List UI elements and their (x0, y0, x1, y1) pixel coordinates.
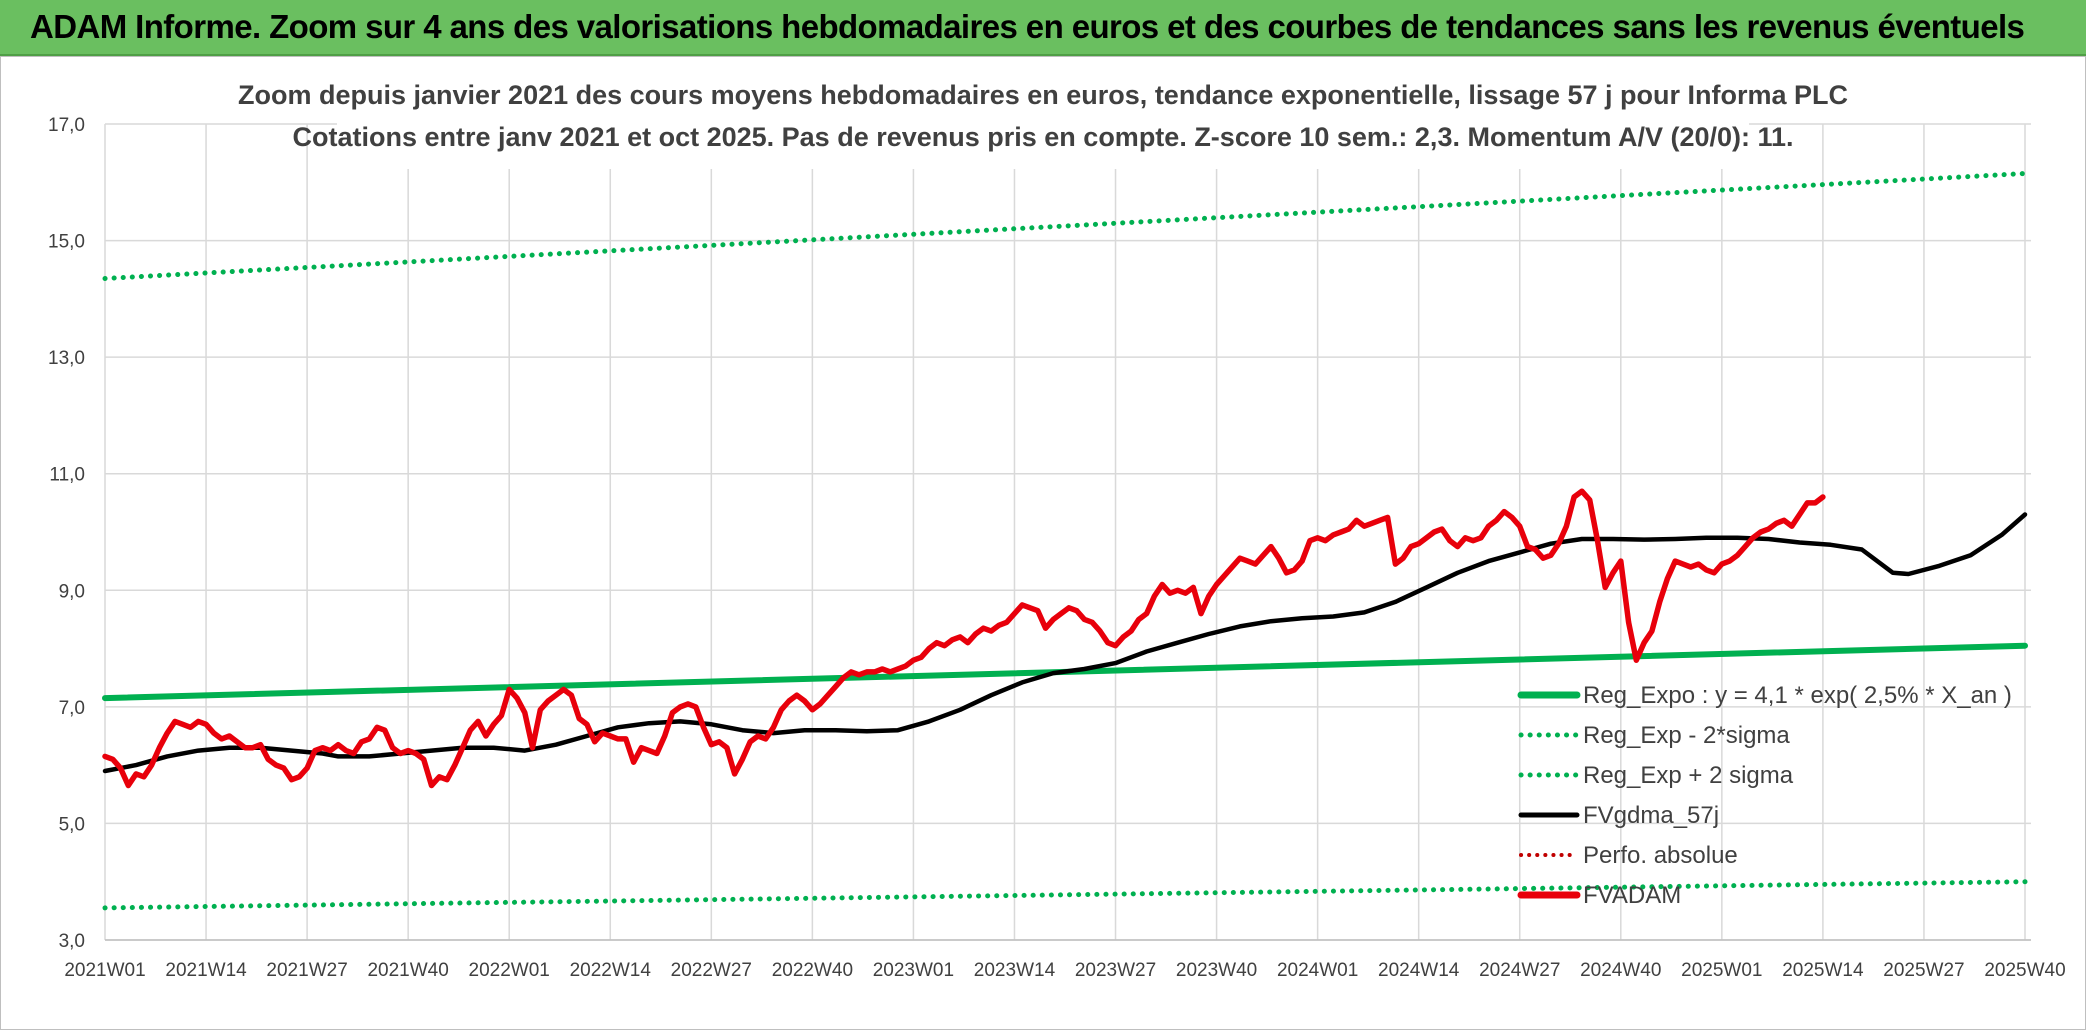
x-tick-label: 2021W40 (367, 960, 448, 981)
legend-entry-5: FVADAM (1583, 882, 1681, 909)
x-tick-label: 2023W40 (1176, 960, 1257, 981)
banner-title: ADAM Informe. Zoom sur 4 ans des valoris… (30, 8, 2025, 45)
y-tick-label: 9,0 (59, 581, 85, 602)
x-tick-label: 2021W01 (64, 960, 145, 981)
legend-entry-0: Reg_Expo : y = 4,1 * exp( 2,5% * X_an ) (1583, 682, 2012, 709)
legend: Reg_Expo : y = 4,1 * exp( 2,5% * X_an ) R… (1517, 682, 2012, 909)
fvadam-line (102, 488, 1826, 789)
x-tick-label: 2025W14 (1782, 960, 1864, 981)
title-banner: ADAM Informe. Zoom sur 4 ans des valoris… (0, 0, 2086, 56)
reg-exp-plus-2sigma-line (102, 171, 2028, 281)
legend-entry-1: Reg_Exp - 2*sigma (1583, 722, 1790, 749)
x-tick-label: 2025W27 (1883, 960, 1964, 981)
y-tick-label: 13,0 (48, 348, 85, 369)
y-tick-label: 15,0 (48, 232, 85, 253)
x-tick-label: 2022W27 (671, 960, 752, 981)
x-tick-label: 2023W27 (1075, 960, 1156, 981)
title-background (337, 59, 1749, 169)
x-tick-label: 2025W01 (1681, 960, 1762, 981)
x-tick-label: 2021W27 (266, 960, 347, 981)
x-tick-label: 2024W27 (1479, 960, 1560, 981)
chart-title-line-1: Zoom depuis janvier 2021 des cours moyen… (238, 80, 1848, 110)
gridlines (104, 123, 2031, 941)
x-tick-label: 2023W01 (873, 960, 954, 981)
y-tick-label: 17,0 (48, 115, 85, 136)
reg-exp-minus-2sigma-line (102, 879, 2028, 911)
legend-entry-2: Reg_Exp + 2 sigma (1583, 762, 1794, 789)
x-tick-label: 2023W14 (974, 960, 1056, 981)
line-chart: 3,0 5,0 7,0 9,0 11,0 13,0 15,0 17,0 2021W01 2021W… (48, 59, 2066, 981)
y-tick-label: 3,0 (59, 931, 85, 952)
legend-entry-3: FVgdma_57j (1583, 802, 1719, 829)
x-tick-label: 2024W14 (1378, 960, 1460, 981)
x-tick-label: 2024W40 (1580, 960, 1661, 981)
legend-entry-4: Perfo. absolue (1583, 842, 1738, 869)
x-tick-label: 2022W01 (469, 960, 550, 981)
y-tick-label: 5,0 (59, 814, 85, 835)
chart-title: Zoom depuis janvier 2021 des cours moyen… (238, 59, 1848, 169)
x-tick-label: 2021W14 (165, 960, 247, 981)
x-tick-label: 2024W01 (1277, 960, 1358, 981)
chart-frame: 3,0 5,0 7,0 9,0 11,0 13,0 15,0 17,0 2021W01 2021W… (0, 56, 2086, 1030)
axis-ticks: 3,0 5,0 7,0 9,0 11,0 13,0 15,0 17,0 2021W01 2021W… (48, 115, 2066, 981)
x-tick-label: 2022W40 (772, 960, 853, 981)
series (102, 171, 2028, 911)
chart-title-line-2: Cotations entre janv 2021 et oct 2025. P… (292, 122, 1793, 152)
y-tick-label: 11,0 (49, 465, 85, 486)
y-tick-label: 7,0 (59, 698, 85, 719)
x-tick-label: 2025W40 (1984, 960, 2065, 981)
x-tick-label: 2022W14 (570, 960, 652, 981)
